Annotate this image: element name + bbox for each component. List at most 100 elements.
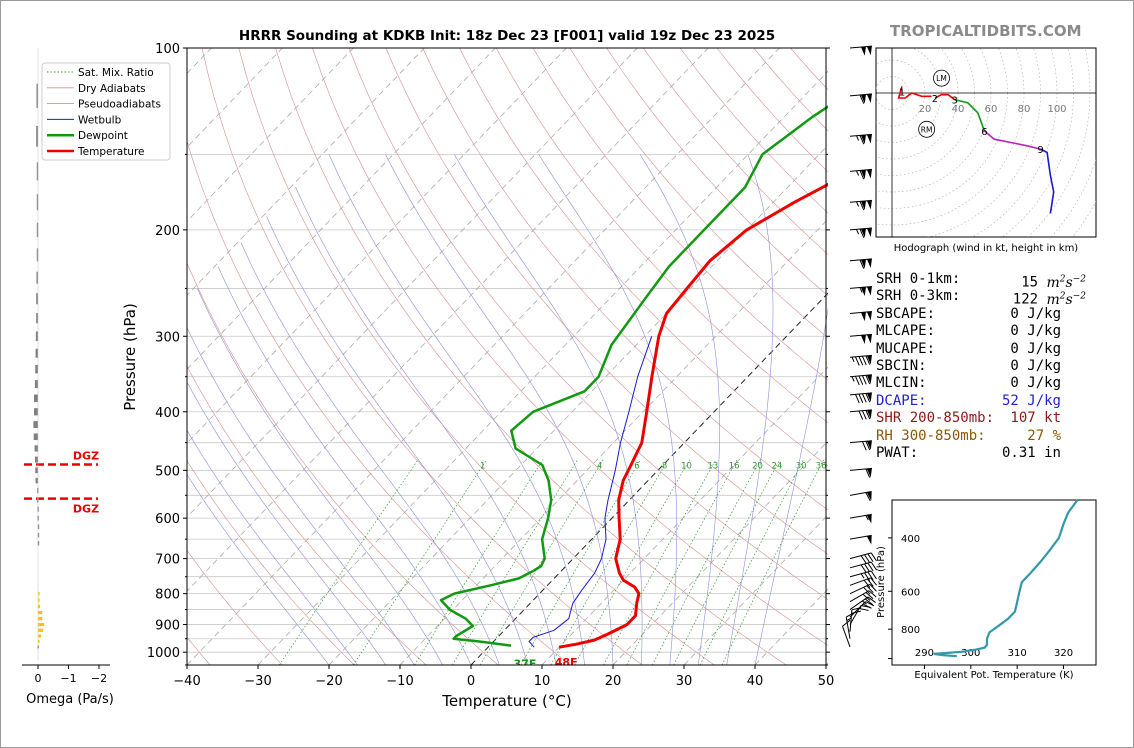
isotherm-line [187,48,638,518]
dry-adiabat [459,48,828,467]
barb-full [855,356,860,366]
hodograph-ring-label: 80 [1018,104,1031,115]
barb-full [861,410,867,420]
param-row: SHR 200-850mb: 107 kt [876,410,1096,427]
isotherm-line [328,144,828,665]
omega-bar [36,293,38,305]
theta-y-tick-label: 400 [901,534,920,545]
barb-full [859,608,869,611]
omega-bar [38,610,43,615]
omega-bar [38,639,40,643]
omega-bar [36,248,39,262]
isotherm-line [683,514,828,665]
hodograph-caption: Hodograph (wind in kt, height in km) [894,243,1079,254]
barb-full [870,552,877,562]
barb-full [867,562,874,572]
barb-full [865,375,871,385]
omega-bar [34,408,38,416]
barb-full [861,375,867,385]
barb-flag [866,468,872,478]
dry-adiabat [201,48,643,665]
theta-x-axis-label: Equivalent Pot. Temperature (K) [914,670,1073,681]
dry-adiabat [569,48,828,339]
theta-y-axis-label: Pressure (hPa) [876,546,887,618]
wind-barb [849,374,872,386]
barb-full [865,441,871,451]
barb-full [864,598,874,605]
omega-bar [34,445,38,452]
wind-barb [849,570,877,582]
hodograph-panel: 20 40 60 80 100 1 2 3 6 9 LM RM Hodograph (wind in k… [875,47,1097,254]
param-label: SHR 200-850mb: [876,410,995,427]
dry-adiabat [312,48,828,646]
wind-barb [849,601,875,618]
x-tick-label: 30 [676,674,693,689]
x-tick-label: 40 [747,674,764,689]
omega-bar [36,83,38,108]
barb-full [864,554,871,563]
param-row: MLCIN: 0 J/kg [876,375,1096,392]
barb-shaft [849,601,866,618]
param-row: SRH 0-1km: 15 m2s−2 [876,271,1096,291]
param-value: 0 J/kg [1010,357,1061,374]
wind-barb [849,561,877,574]
param-label: RH 300-850mb: [876,427,986,444]
skewt-background-lines: 1 4 6 8 10 13 16 20 24 30 36 [187,48,828,665]
barb-full [865,601,875,607]
wind-barb [849,491,872,502]
mixing-ratio-label: 16 [729,461,740,471]
barb-flag [860,94,866,104]
barb-shaft [842,626,851,648]
param-label: PWAT: [876,444,919,461]
mixing-ratio-label: 4 [597,461,602,471]
barb-full [859,135,865,145]
barb-full [865,592,874,600]
param-row: DCAPE: 52 J/kg [876,393,1096,410]
param-row: SBCAPE: 0 J/kg [876,306,1096,323]
wind-barb [849,227,872,238]
omega-bar [38,617,43,621]
param-value: 0 J/kg [1010,305,1061,322]
pseudoadiabat [217,266,472,665]
pseudoadiabat [187,327,415,665]
omega-bar [38,598,40,602]
mixing-ratio-label: 1 [480,461,485,471]
theta-y-tick-label: 600 [901,587,920,598]
barb-full [860,555,867,564]
dgz-label: DGZ [73,503,99,516]
barb-full [867,596,876,603]
barb-flag [866,134,872,144]
dry-adiabat [348,48,828,600]
param-value: 122 m2s−2 [1012,291,1086,309]
barb-shaft [849,227,872,231]
param-label: DCAPE: [876,392,927,409]
wind-barb [849,577,877,588]
mixing-ratio-line [651,459,761,665]
omega-bar [34,380,38,389]
pseudoadiabat [639,154,720,665]
barb-full [869,584,877,592]
barb-flag [866,169,872,179]
mixing-ratio-line [520,459,641,665]
barb-shaft [849,409,872,413]
barb-shaft [849,583,871,595]
x-tick-label: 20 [605,674,622,689]
param-value: 0 J/kg [1010,375,1061,392]
y-tick-label: 900 [155,619,180,634]
y-tick-label: 300 [155,330,180,345]
barb-flag [860,312,866,322]
pseudoadiabat [328,154,585,665]
omega-bar [38,628,44,632]
omega-bar [36,194,39,211]
dry-adiabat [275,48,787,665]
barb-full [860,564,867,574]
x-tick-label: −40 [173,674,200,689]
barb-full [865,393,871,403]
y-axis-label: Pressure (hPa) [121,303,139,411]
param-label: SRH 0-1km: [876,271,961,287]
barb-shaft [849,286,872,289]
barb-flag [866,46,872,56]
omega-bar [38,622,45,627]
wind-barb [845,612,855,639]
omega-bar [35,364,38,374]
